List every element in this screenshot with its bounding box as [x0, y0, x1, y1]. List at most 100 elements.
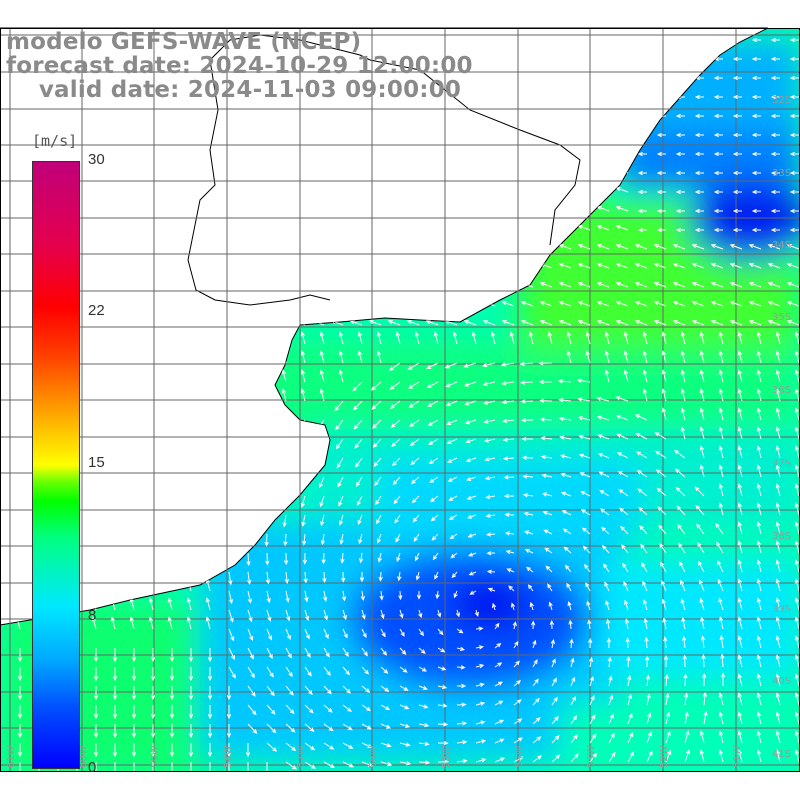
wind-arrow — [710, 263, 724, 269]
wind-arrow — [354, 438, 363, 449]
wind-arrow — [596, 263, 610, 269]
wind-arrow — [522, 493, 534, 498]
wind-arrow — [646, 750, 653, 763]
wind-arrow — [656, 208, 666, 214]
wind-arrow — [751, 151, 761, 157]
wind-arrow — [775, 578, 781, 592]
wind-arrow — [718, 331, 724, 345]
wind-arrow — [737, 426, 743, 440]
wind-arrow — [675, 113, 685, 119]
wind-arrow — [490, 331, 496, 345]
wind-arrow — [644, 636, 649, 649]
wind-arrow — [794, 350, 800, 364]
wind-arrow — [713, 113, 723, 119]
wind-arrow — [323, 685, 332, 695]
wind-arrow — [691, 282, 705, 288]
wind-arrow — [679, 561, 686, 573]
wind-arrow — [342, 666, 350, 676]
wind-arrow — [680, 388, 686, 402]
wind-arrow — [720, 672, 726, 686]
wind-arrow — [604, 369, 610, 383]
wind-arrow — [167, 597, 173, 611]
wind-arrow — [634, 263, 648, 269]
wind-arrow — [356, 476, 363, 487]
wind-arrow — [513, 679, 521, 687]
wind-arrow — [282, 514, 287, 528]
wind-arrow — [437, 609, 442, 618]
wind-arrow — [361, 666, 370, 675]
wind-arrow — [475, 701, 486, 706]
wind-arrow — [93, 762, 99, 772]
wind-arrow — [748, 263, 762, 269]
wind-arrow — [425, 320, 439, 326]
wind-arrow — [399, 685, 409, 691]
wind-arrow — [637, 488, 648, 497]
wind-arrow — [568, 619, 573, 630]
wind-arrow — [342, 742, 354, 749]
wind-arrow — [395, 533, 401, 543]
wind-arrow — [285, 723, 296, 733]
wind-arrow — [699, 407, 705, 421]
wind-arrow — [391, 438, 401, 447]
lon-label: 51W — [732, 745, 743, 768]
wind-arrow — [465, 438, 477, 444]
wind-arrow — [357, 350, 363, 364]
wind-arrow — [580, 490, 591, 497]
wind-arrow — [304, 628, 310, 640]
wind-arrow — [337, 476, 344, 488]
wind-arrow — [767, 301, 781, 307]
wind-arrow — [661, 580, 667, 592]
wind-arrow — [737, 521, 743, 535]
wind-arrow — [475, 758, 487, 763]
wind-arrow — [530, 620, 536, 630]
wind-arrow — [737, 483, 743, 497]
wind-arrow — [418, 704, 429, 709]
wind-arrow — [658, 524, 667, 535]
wind-arrow — [737, 730, 743, 744]
wind-arrow — [501, 381, 515, 386]
wind-arrow — [756, 464, 762, 478]
wind-arrow — [525, 566, 534, 573]
wind-arrow — [228, 628, 235, 642]
wind-arrow — [372, 419, 382, 429]
wind-arrow — [513, 737, 523, 744]
wind-arrow — [577, 244, 591, 250]
wind-arrow — [285, 685, 294, 696]
wind-arrow — [703, 710, 708, 725]
wind-arrow — [710, 282, 724, 288]
wind-arrow — [397, 571, 402, 582]
wind-arrow — [737, 692, 743, 706]
wind-arrow — [637, 227, 647, 233]
wind-arrow — [794, 578, 800, 592]
wind-arrow — [729, 301, 743, 307]
wind-arrow — [389, 381, 401, 390]
wind-arrow — [266, 723, 277, 734]
wind-arrow — [482, 400, 496, 405]
wind-arrow — [447, 457, 458, 463]
wind-arrow — [304, 590, 309, 603]
wind-arrow — [732, 227, 742, 233]
wind-arrow — [93, 724, 99, 739]
wind-arrow — [501, 399, 515, 405]
wind-arrow — [789, 113, 799, 119]
wind-arrow — [300, 369, 306, 383]
wind-arrow — [281, 369, 287, 383]
wind-arrow — [732, 75, 742, 81]
wind-arrow — [732, 56, 742, 62]
wind-arrow — [188, 724, 194, 739]
wind-arrow — [285, 647, 292, 659]
wind-arrow — [340, 552, 345, 564]
wind-arrow — [399, 628, 405, 637]
wind-arrow — [794, 388, 800, 402]
wind-arrow — [608, 732, 615, 744]
wind-arrow — [339, 533, 344, 545]
wind-arrow — [698, 579, 705, 592]
wind-arrow — [577, 301, 591, 307]
wind-arrow — [770, 37, 780, 43]
wind-arrow — [406, 320, 420, 326]
wind-arrow — [494, 757, 506, 763]
wind-arrow — [718, 350, 724, 364]
wind-arrow — [674, 450, 686, 459]
wind-arrow — [502, 437, 515, 442]
wind-arrow — [380, 647, 387, 656]
